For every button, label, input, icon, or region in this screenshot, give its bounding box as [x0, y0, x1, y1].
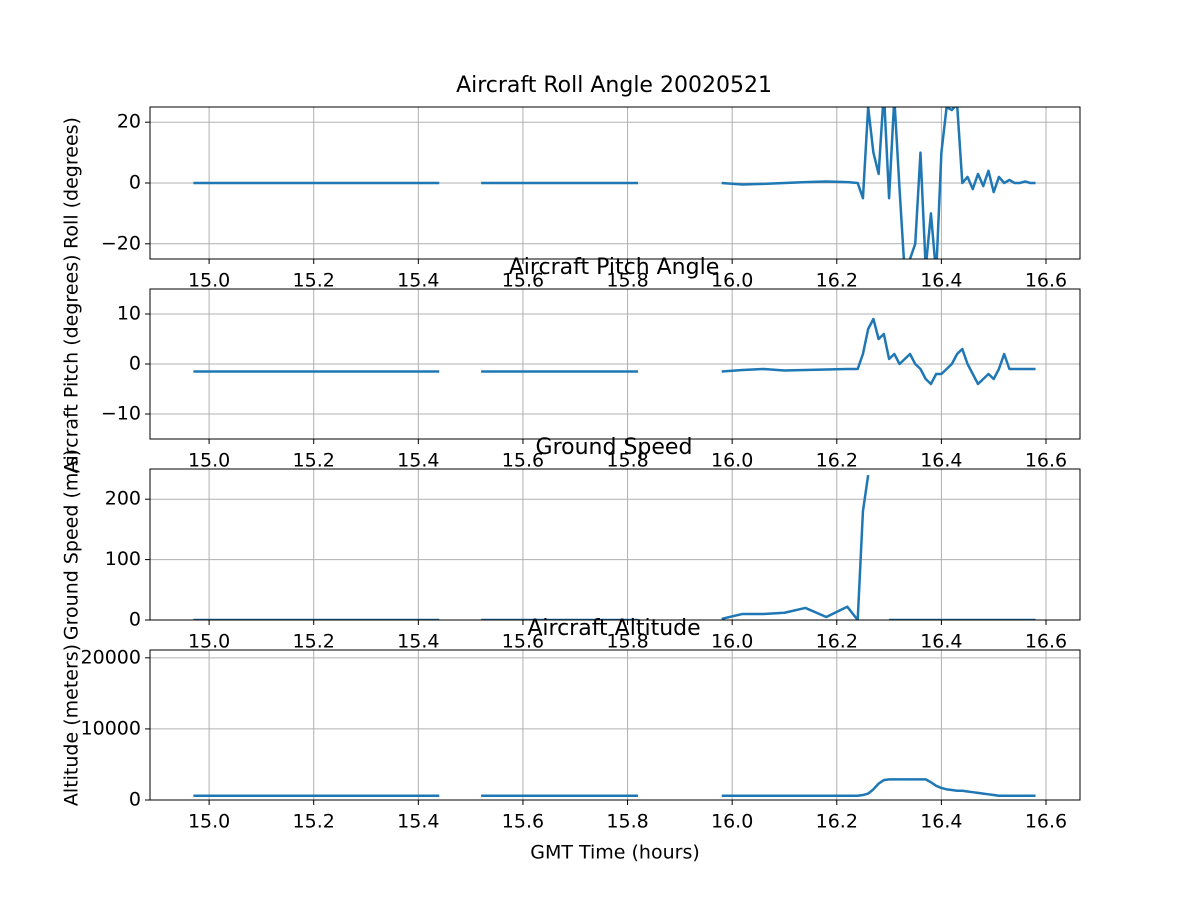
- plot-area: [193, 317, 1036, 386]
- x-tick-label: 15.8: [606, 631, 648, 653]
- x-tick-label: 15.2: [293, 631, 335, 653]
- x-tick-label: 16.2: [816, 450, 858, 472]
- y-tick-label: 0: [129, 353, 141, 375]
- y-tick-label: 0: [129, 789, 141, 811]
- x-tick-label: 15.4: [397, 450, 439, 472]
- x-tick-label: 15.2: [293, 811, 335, 833]
- x-tick-label: 16.6: [1025, 270, 1067, 292]
- x-tick-label: 15.6: [502, 811, 544, 833]
- x-tick-label: 15.8: [606, 450, 648, 472]
- x-tick-label: 15.6: [502, 270, 544, 292]
- x-tick-label: 15.6: [502, 450, 544, 472]
- x-tick-label: 15.0: [188, 631, 230, 653]
- y-tick-label: 200: [105, 488, 141, 510]
- x-tick-label: 16.4: [920, 270, 962, 292]
- subplot-title: Ground Speed: [536, 435, 693, 460]
- x-tick-label: 15.2: [293, 450, 335, 472]
- x-tick-label: 16.0: [711, 450, 753, 472]
- x-tick-label: 15.0: [188, 811, 230, 833]
- y-axis-label: Ground Speed (m/s): [61, 449, 83, 640]
- x-axis-label: GMT Time (hours): [530, 842, 700, 864]
- x-tick-label: 15.6: [502, 631, 544, 653]
- subplot: 15.0 15.2 15.4 15.6 15.8 16.0 16.2 16.4 16.6 0 100…: [61, 435, 1081, 653]
- subplot: 15.0 15.2 15.4 15.6 15.8 16.0 16.2 16.4 16.6 0 100…: [61, 616, 1081, 864]
- plot-area: [193, 474, 1036, 620]
- y-axis-label: Altitude (meters): [61, 644, 83, 806]
- axes-frame: [149, 468, 1081, 621]
- data-line: [193, 778, 1036, 797]
- x-tick-label: 16.4: [920, 811, 962, 833]
- x-tick-label: 15.0: [188, 270, 230, 292]
- x-tick-label: 16.0: [711, 811, 753, 833]
- y-tick-label: −20: [101, 232, 141, 254]
- y-tick-label: 100: [105, 548, 141, 570]
- data-line: [193, 107, 1036, 259]
- axes-frame: [149, 649, 1081, 801]
- y-tick-label: 20000: [81, 646, 141, 668]
- x-tick-label: 15.4: [397, 811, 439, 833]
- y-tick-label: 0: [129, 172, 141, 194]
- y-tick-label: 20: [117, 111, 141, 133]
- x-tick-label: 16.4: [920, 450, 962, 472]
- x-tick-label: 16.6: [1025, 811, 1067, 833]
- y-tick-label: 0: [129, 609, 141, 631]
- x-tick-label: 15.4: [397, 631, 439, 653]
- data-line: [193, 474, 1036, 620]
- subplot-title: Aircraft Roll Angle 20020521: [456, 73, 772, 98]
- plot-area: [193, 778, 1036, 797]
- subplot: 15.0 15.2 15.4 15.6 15.8 16.0 16.2 16.4 16.6 −20 0…: [61, 73, 1081, 292]
- subplot-title: Aircraft Altitude: [527, 616, 700, 641]
- subplot-title: Aircraft Pitch Angle: [509, 255, 719, 280]
- x-tick-label: 15.4: [397, 270, 439, 292]
- x-tick-label: 16.4: [920, 631, 962, 653]
- x-tick-label: 15.2: [293, 270, 335, 292]
- data-line: [193, 317, 1036, 386]
- y-tick-label: 10: [117, 303, 141, 325]
- x-tick-label: 15.8: [606, 270, 648, 292]
- y-tick-label: 10000: [81, 717, 141, 739]
- x-tick-label: 16.6: [1025, 631, 1067, 653]
- x-tick-label: 16.0: [711, 270, 753, 292]
- x-tick-label: 16.2: [816, 270, 858, 292]
- x-tick-label: 15.8: [606, 811, 648, 833]
- x-tick-label: 15.0: [188, 450, 230, 472]
- y-tick-label: −10: [101, 403, 141, 425]
- x-tick-label: 16.0: [711, 631, 753, 653]
- y-axis-label: Aircraft Pitch (degrees): [61, 254, 83, 473]
- y-axis-label: Roll (degrees): [61, 117, 83, 249]
- x-tick-label: 16.2: [816, 811, 858, 833]
- x-tick-label: 16.2: [816, 631, 858, 653]
- subplot: 15.0 15.2 15.4 15.6 15.8 16.0 16.2 16.4 16.6 −10 0…: [61, 254, 1081, 474]
- plot-area: [193, 107, 1036, 259]
- x-tick-label: 16.6: [1025, 450, 1067, 472]
